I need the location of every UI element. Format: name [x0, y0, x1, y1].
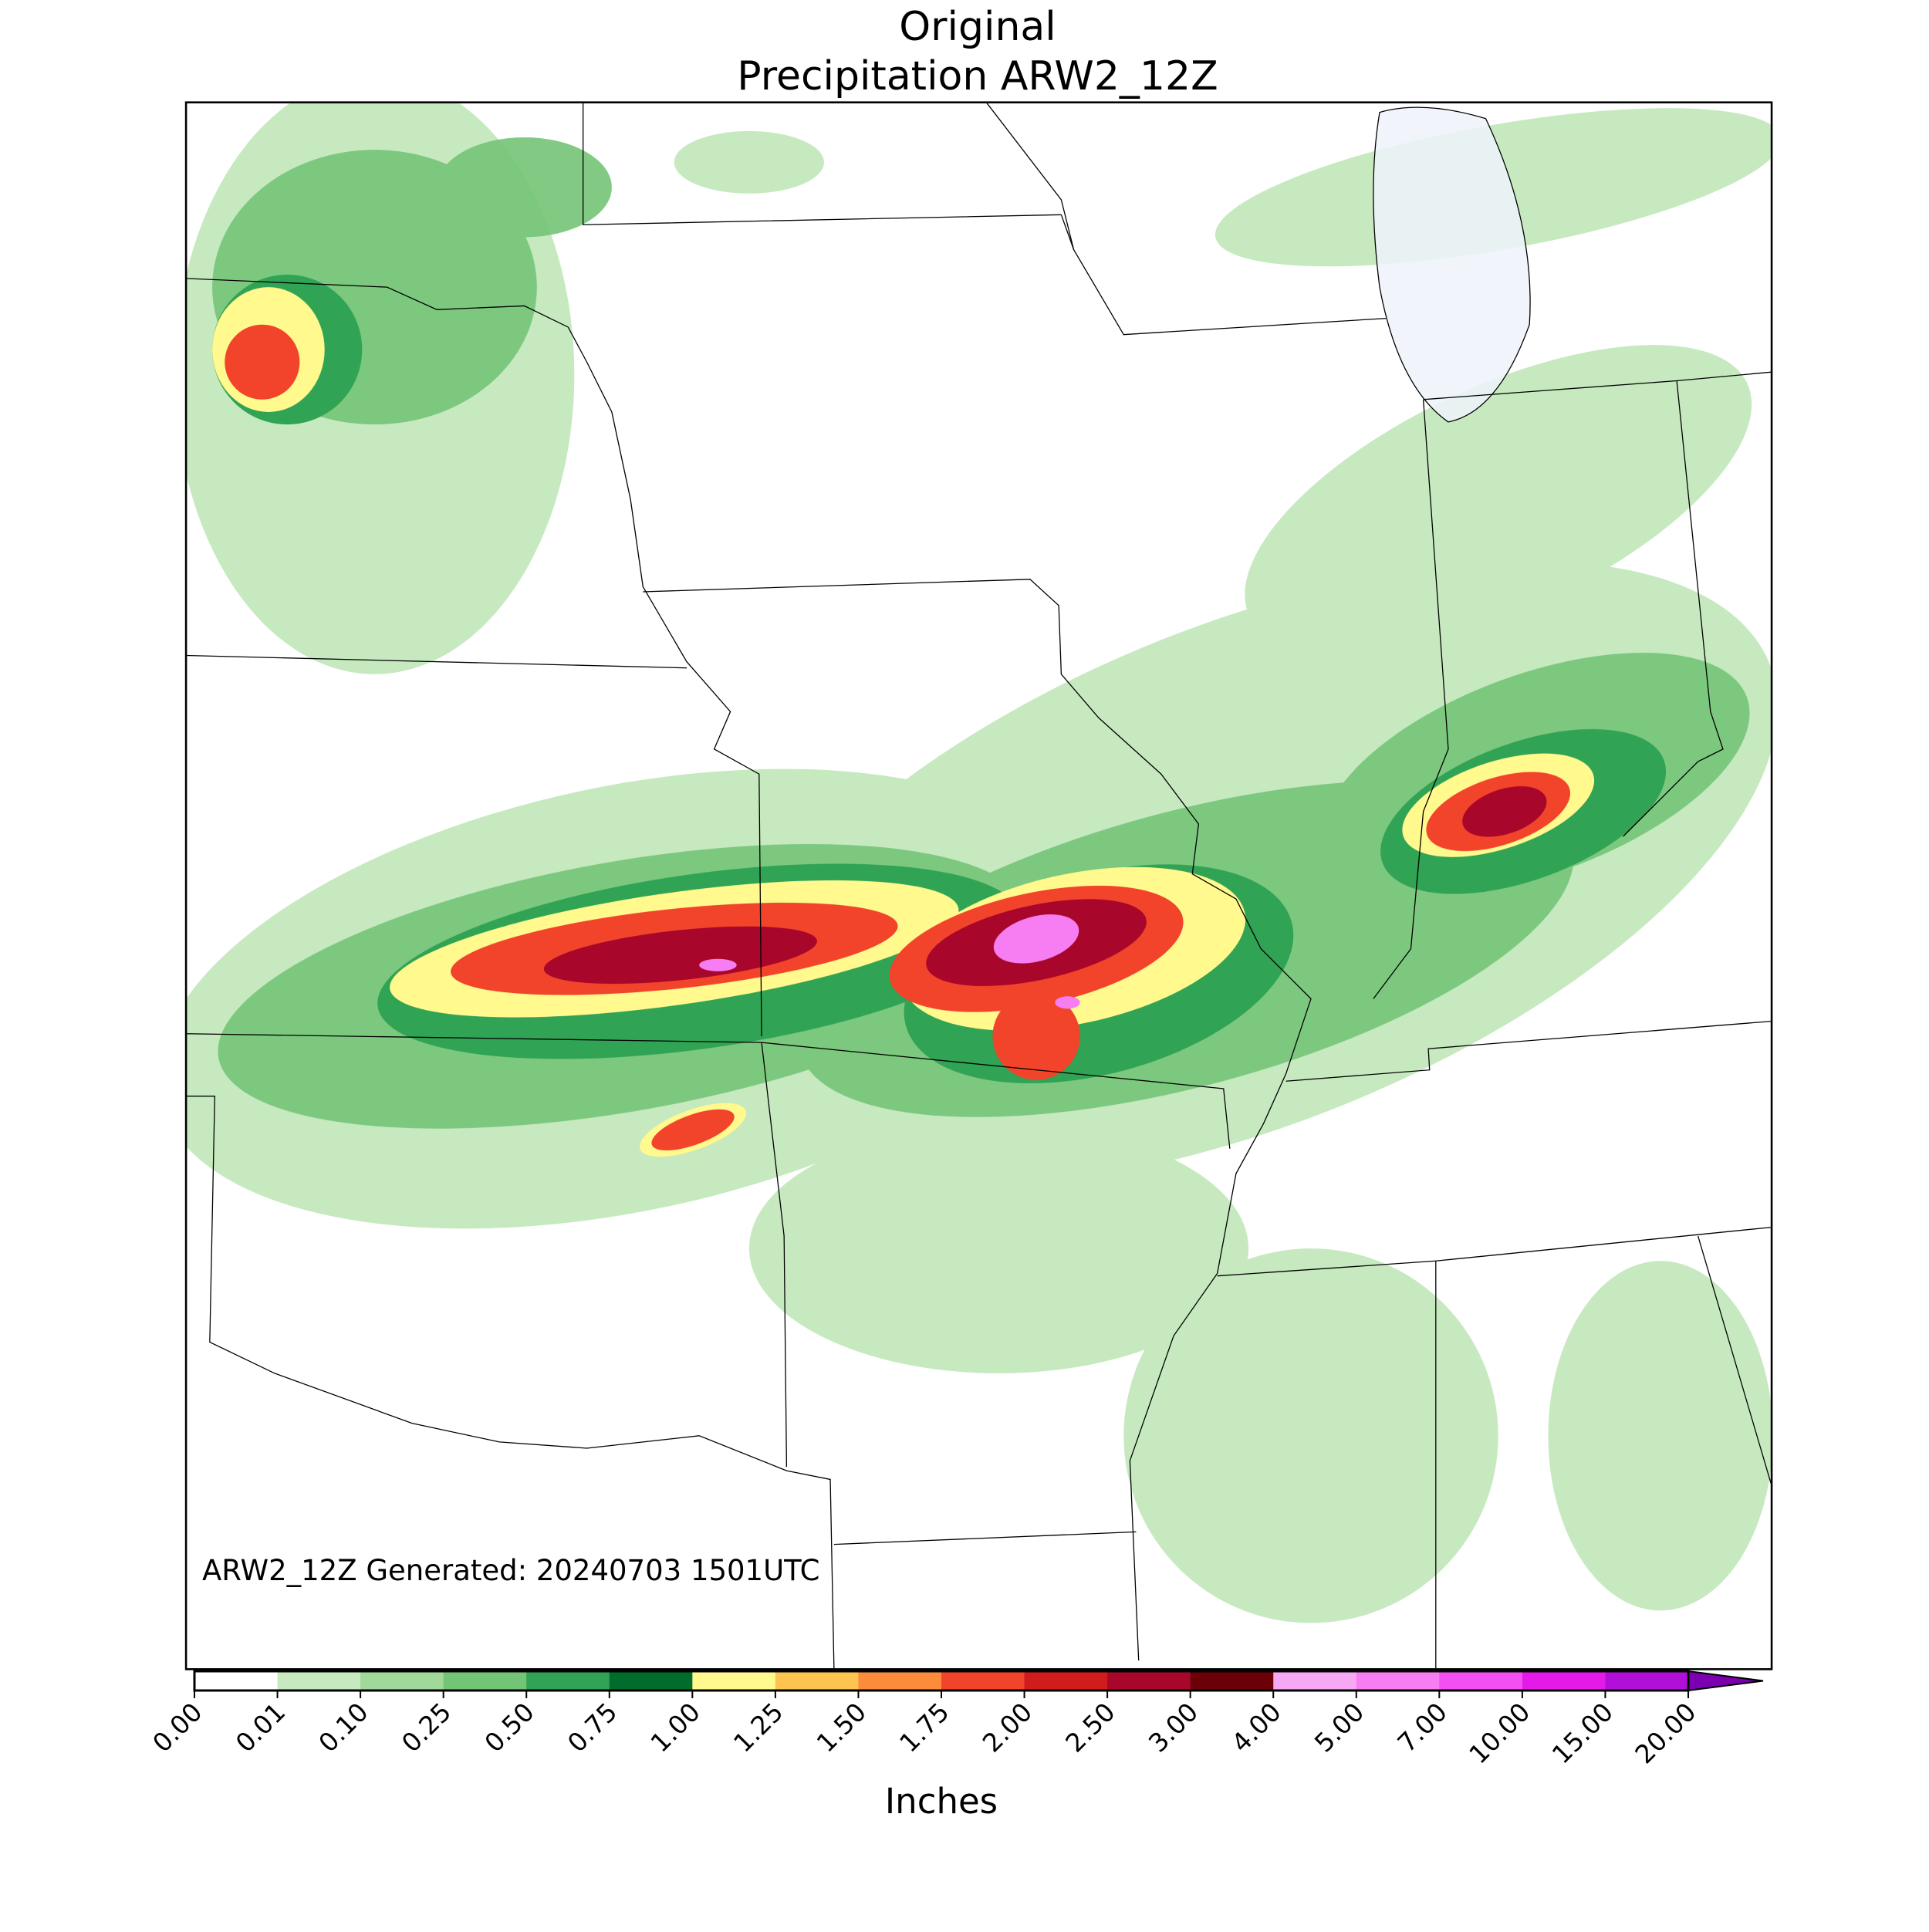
colorbar-tick-label: 1.25 — [728, 1697, 789, 1758]
colorbar-segment — [1107, 1671, 1191, 1690]
colorbar-tick-label: 5.00 — [1309, 1697, 1370, 1758]
colorbar-segment — [360, 1671, 444, 1690]
colorbar-extend — [1687, 1670, 1764, 1692]
colorbar-segment — [941, 1671, 1025, 1690]
colorbar-segment — [609, 1671, 693, 1690]
colorbar-tick-label: 1.00 — [644, 1697, 706, 1758]
colorbar-segment — [1605, 1671, 1689, 1690]
colorbar-tick-label: 10.00 — [1463, 1697, 1535, 1769]
colorbar-tick-label: 0.01 — [230, 1697, 292, 1758]
colorbar-tick-label: 15.00 — [1546, 1697, 1619, 1769]
colorbar-segment — [194, 1671, 279, 1690]
colorbar-segment — [277, 1671, 361, 1690]
colorbar-tick-label: 1.75 — [894, 1697, 955, 1758]
colorbar-segment — [1273, 1671, 1357, 1690]
colorbar-segment — [1024, 1671, 1108, 1690]
colorbar-tick-label: 2.50 — [1059, 1697, 1121, 1758]
colorbar-tick-label: 1.50 — [811, 1697, 873, 1758]
colorbar-segment — [1356, 1671, 1440, 1690]
colorbar-segment — [858, 1671, 942, 1690]
colorbar-tick-label: 7.00 — [1391, 1697, 1453, 1758]
colorbar-segment — [526, 1671, 610, 1690]
colorbar-segment — [775, 1671, 859, 1690]
colorbar-label: Inches — [885, 1781, 998, 1822]
colorbar: 0.00 0.01 0.10 0.25 0.50 0.75 1.00 1.25 1.50 1.75… — [147, 1670, 1764, 1769]
colorbar-tick-label: 0.10 — [312, 1697, 374, 1758]
state-borders — [186, 102, 1772, 1670]
colorbar-tick-label: 0.50 — [478, 1697, 540, 1758]
colorbar-tick-label: 4.00 — [1225, 1697, 1287, 1758]
annotation: ARW2_12Z Generated: 20240703 1501UTC — [202, 1554, 819, 1587]
colorbar-segment — [692, 1671, 776, 1690]
colorbar-segment — [1439, 1671, 1523, 1690]
colorbar-segment — [1522, 1671, 1606, 1690]
colorbar-tick-label: 3.00 — [1143, 1697, 1204, 1758]
title-line-2: Precipitation ARW2_12Z — [737, 53, 1218, 100]
colorbar-tick-label: 0.75 — [562, 1697, 623, 1758]
colorbar-tick-label: 20.00 — [1629, 1697, 1701, 1769]
colorbar-segment — [443, 1671, 527, 1690]
title-line-1: Original — [899, 4, 1056, 50]
precipitation-field — [186, 102, 1772, 1623]
colorbar-tick-label: 0.00 — [147, 1697, 208, 1758]
colorbar-tick-label: 2.00 — [977, 1697, 1039, 1758]
map — [184, 101, 1773, 1670]
colorbar-tick-label: 0.25 — [396, 1697, 458, 1758]
colorbar-segment — [1190, 1671, 1274, 1690]
map-frame — [184, 101, 1773, 1670]
